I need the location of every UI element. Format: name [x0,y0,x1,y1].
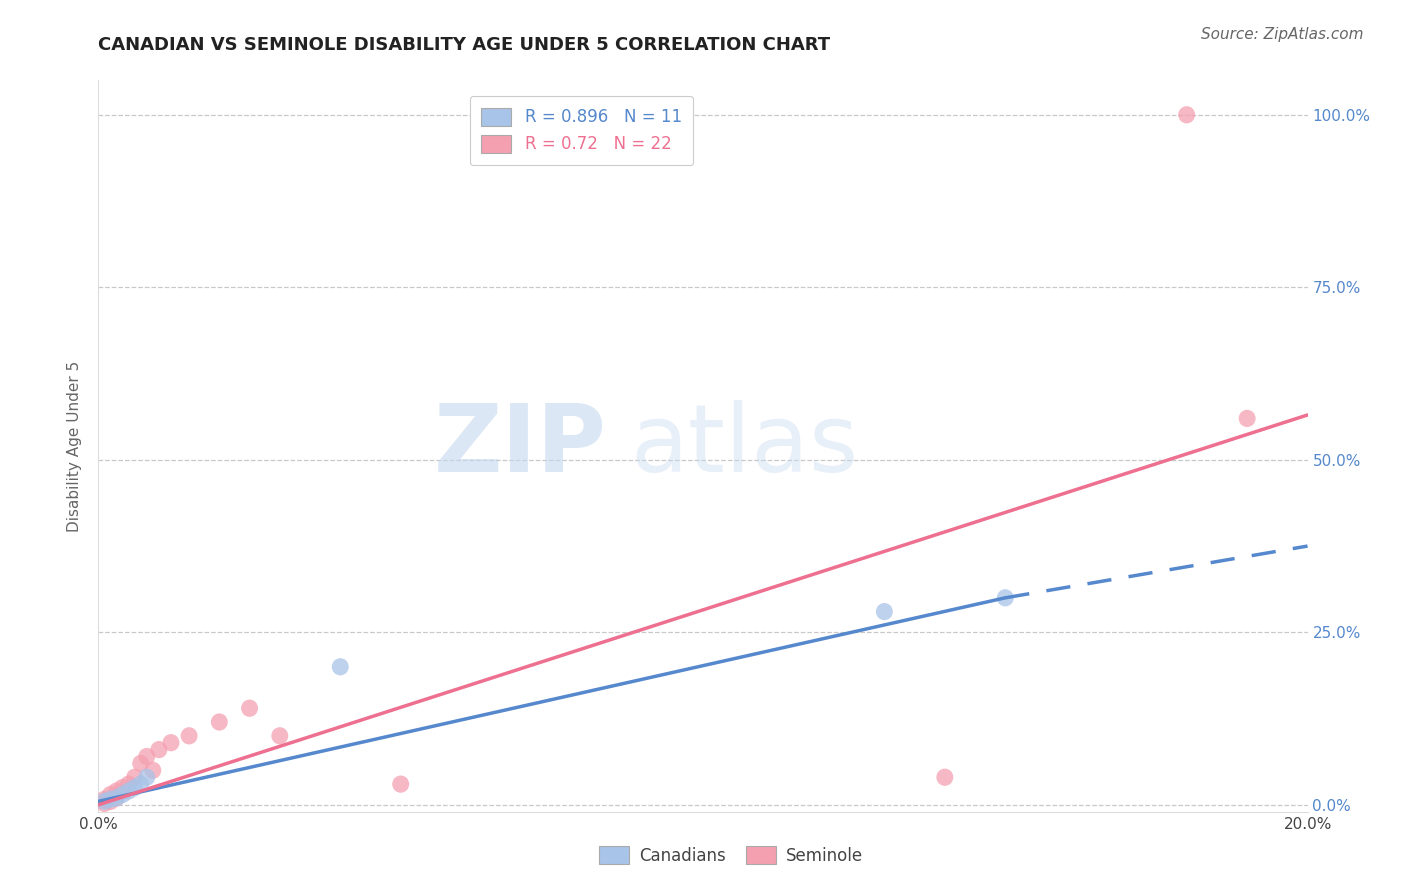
Ellipse shape [96,793,112,810]
Ellipse shape [163,734,180,751]
Ellipse shape [132,755,149,772]
Ellipse shape [108,782,125,799]
Legend: R = 0.896   N = 11, R = 0.72   N = 22: R = 0.896 N = 11, R = 0.72 N = 22 [470,96,693,165]
Ellipse shape [936,769,953,786]
Ellipse shape [138,769,155,786]
Text: ZIP: ZIP [433,400,606,492]
Ellipse shape [96,790,112,808]
Ellipse shape [392,775,409,793]
Legend: Canadians, Seminole: Canadians, Seminole [589,836,873,875]
Ellipse shape [1178,106,1195,123]
Ellipse shape [271,727,288,745]
Y-axis label: Disability Age Under 5: Disability Age Under 5 [67,360,83,532]
Ellipse shape [211,714,228,731]
Ellipse shape [180,727,198,745]
Ellipse shape [150,741,167,758]
Ellipse shape [96,795,112,812]
Ellipse shape [127,769,143,786]
Text: Source: ZipAtlas.com: Source: ZipAtlas.com [1201,27,1364,42]
Ellipse shape [114,786,131,803]
Ellipse shape [132,775,149,793]
Ellipse shape [876,603,893,620]
Ellipse shape [103,793,120,810]
Ellipse shape [127,779,143,797]
Ellipse shape [103,790,120,808]
Ellipse shape [108,789,125,806]
Ellipse shape [145,762,162,779]
Text: CANADIAN VS SEMINOLE DISABILITY AGE UNDER 5 CORRELATION CHART: CANADIAN VS SEMINOLE DISABILITY AGE UNDE… [98,36,831,54]
Ellipse shape [108,789,125,806]
Text: atlas: atlas [630,400,859,492]
Ellipse shape [997,590,1014,607]
Ellipse shape [138,747,155,765]
Ellipse shape [332,658,349,675]
Ellipse shape [114,779,131,797]
Ellipse shape [103,786,120,803]
Ellipse shape [240,699,259,717]
Ellipse shape [120,775,138,793]
Ellipse shape [120,782,138,799]
Ellipse shape [1239,409,1256,427]
